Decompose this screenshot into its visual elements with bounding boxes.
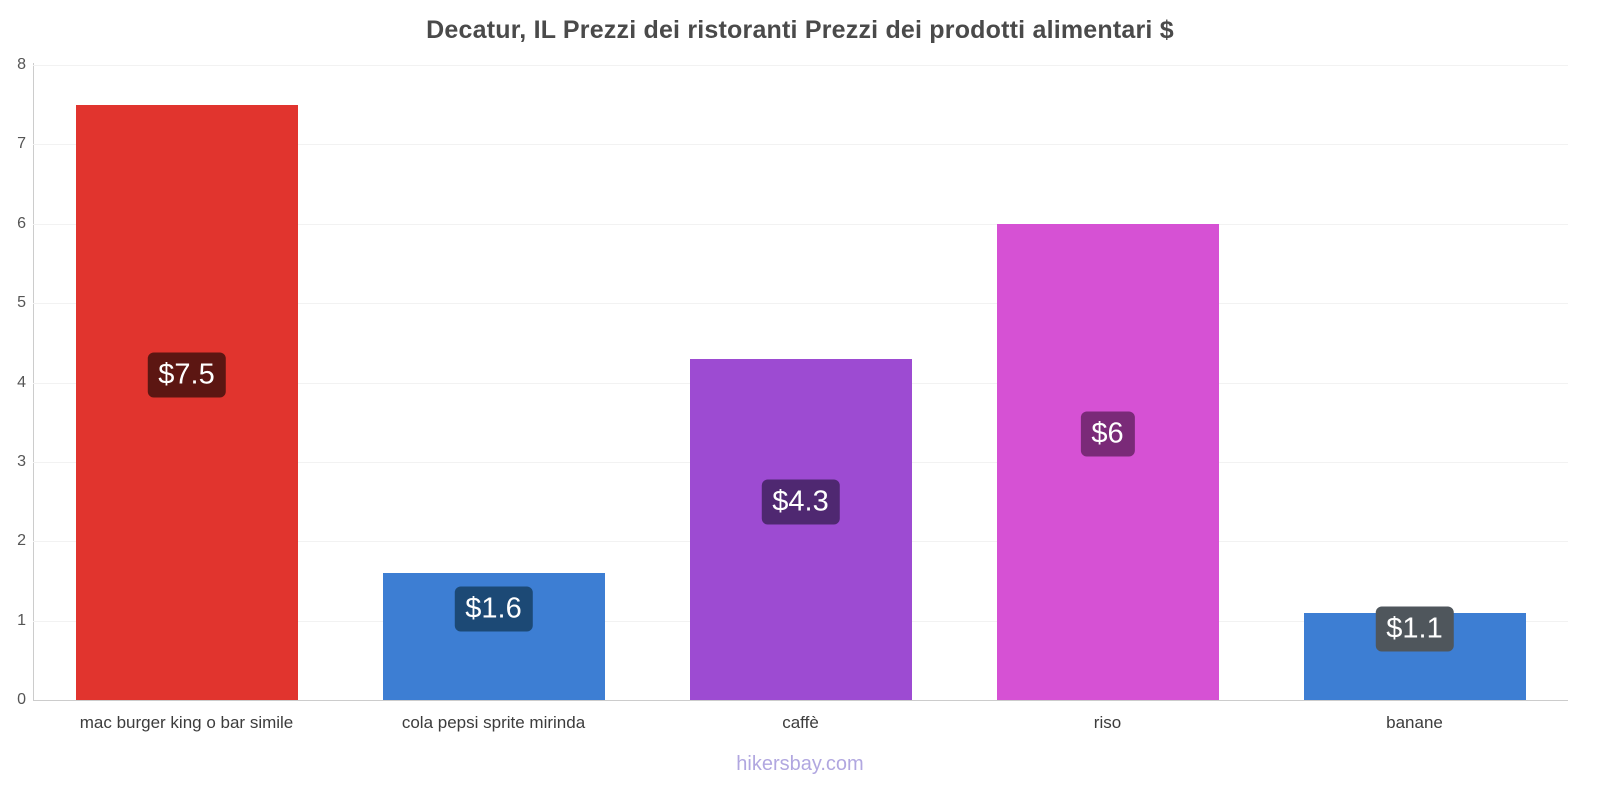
y-tick-label: 1: [17, 611, 26, 629]
category-label: riso: [1093, 713, 1122, 732]
gridline: [33, 144, 1568, 146]
y-axis-line: [33, 63, 34, 701]
y-tick-label: 7: [17, 135, 26, 153]
category-label: banane: [1386, 713, 1443, 732]
bar-value-label: $1.1: [1375, 606, 1454, 652]
bar-value-label: $7.5: [147, 352, 226, 398]
x-axis-line: [33, 700, 1568, 701]
bar: [689, 358, 912, 700]
category-label: cola pepsi sprite mirinda: [401, 713, 586, 732]
watermark: hikersbay.com: [736, 753, 864, 775]
y-tick-label: 2: [17, 532, 26, 550]
chart-title: Decatur, IL Prezzi dei ristoranti Prezzi…: [426, 16, 1174, 44]
y-tick-label: 8: [17, 56, 26, 73]
category-label: mac burger king o bar simile: [79, 713, 294, 732]
bar-value-label: $1.6: [454, 586, 533, 632]
y-tick-label: 0: [17, 691, 26, 708]
bar: [996, 223, 1219, 700]
category-label: caffè: [782, 713, 819, 732]
y-tick-label: 4: [17, 373, 26, 391]
bar-value-label: $6: [1080, 411, 1135, 457]
bar: [75, 104, 298, 700]
bar-value-label: $4.3: [761, 479, 840, 525]
gridline: [33, 65, 1568, 66]
y-tick-label: 3: [17, 452, 26, 470]
y-tick-label: 6: [17, 214, 26, 232]
gridline: [33, 223, 1568, 225]
gridline: [33, 303, 1568, 305]
y-tick-label: 5: [17, 294, 26, 312]
